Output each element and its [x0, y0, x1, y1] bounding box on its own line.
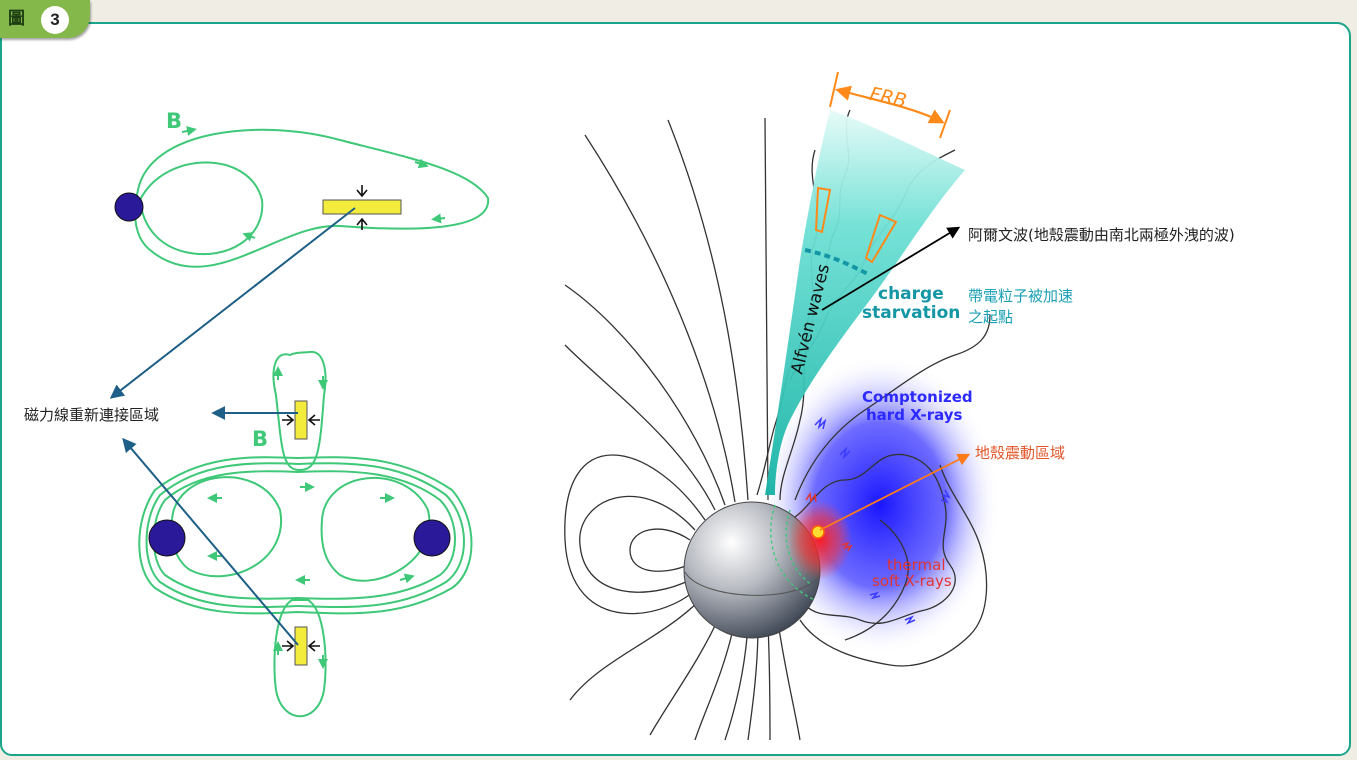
reconnection-sheet-lower — [294, 626, 308, 666]
figure-tab: 圖 3 — [0, 0, 92, 40]
reconnection-pointer-arrows — [109, 207, 356, 646]
field-line-envelope-2 — [145, 462, 465, 609]
field-line-envelope-1 — [152, 470, 456, 600]
soft-xray-photons — [805, 491, 853, 552]
charge-label-line1: charge — [878, 284, 944, 304]
comptonized-label-line1: Comptonized — [862, 388, 973, 406]
frb-ticks — [829, 71, 951, 139]
star-top — [114, 192, 144, 222]
figure-number-badge: 3 — [41, 6, 69, 34]
reconnection-sheet-upper — [294, 400, 308, 440]
field-line-loop-upper — [272, 350, 327, 472]
quake-annotation-arrow — [819, 453, 971, 531]
alfven-beam — [765, 110, 965, 495]
thermal-label-line1: thermal — [887, 556, 946, 574]
field-label-top: B — [166, 109, 182, 133]
quake-epicenter — [811, 525, 825, 539]
figure-tab-label: 圖 — [8, 9, 25, 29]
star-bottom-left — [148, 519, 186, 557]
hard-xray-photons — [814, 416, 951, 625]
comptonized-label-line2: hard X-rays — [866, 406, 963, 424]
reconnection-top-panel — [134, 126, 490, 268]
emission-cone-1 — [814, 186, 832, 234]
magnetar-diagram: FRB Alfvén wave — [564, 71, 1000, 741]
alfven-annotation-arrow — [821, 226, 961, 311]
charge-label-line2: starvation — [862, 303, 960, 323]
figure-frame — [0, 22, 1351, 756]
alfven-annotation: 阿爾文波(地殼震動由南北兩極外洩的波) — [968, 226, 1235, 244]
compression-arrows-bottom — [282, 414, 320, 652]
field-label-bottom: B — [252, 427, 268, 451]
field-line-loop-lower — [273, 599, 327, 718]
field-line-right-lobe — [320, 477, 431, 582]
reconnection-bottom-panel — [138, 350, 473, 718]
emission-cone-2 — [864, 213, 898, 264]
field-line-inner-top — [138, 161, 264, 256]
soft-xray-hotspot — [788, 500, 852, 580]
reconnection-sheet-top — [322, 199, 402, 215]
reconnection-label: 磁力線重新連接區域 — [24, 406, 159, 424]
quake-annotation: 地殼震動區域 — [975, 444, 1065, 462]
compression-arrows-top — [356, 185, 368, 230]
field-line-outer-top — [134, 128, 490, 268]
thermal-label-line2: soft X-rays — [872, 572, 952, 590]
charge-starvation-arc — [804, 248, 871, 277]
charge-annotation-line1: 帶電粒子被加速 — [968, 287, 1073, 305]
frb-arc — [835, 85, 945, 124]
field-line-envelope-3 — [138, 456, 473, 615]
star-bottom-right — [413, 519, 451, 557]
dipole-field-lines — [564, 117, 801, 741]
quake-wavefronts — [770, 504, 816, 601]
neutron-star-equator — [684, 571, 821, 596]
frb-label: FRB — [868, 83, 909, 112]
field-line-left-lobe — [170, 476, 283, 578]
charge-annotation-line2: 之起點 — [968, 308, 1013, 326]
